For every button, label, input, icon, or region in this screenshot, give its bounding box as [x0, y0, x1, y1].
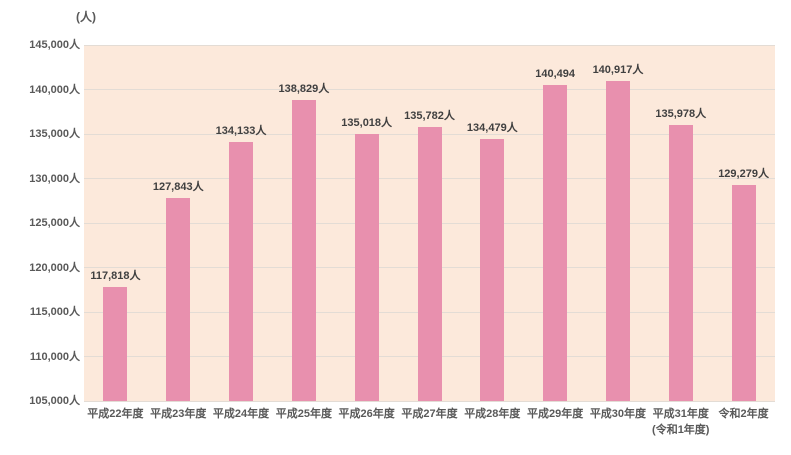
bar-value-label: 127,843人 [152, 180, 204, 193]
y-tick-label: 115,000人 [29, 306, 80, 318]
y-tick-label: 145,000人 [29, 39, 80, 51]
bar [731, 184, 756, 401]
y-tick-label: 110,000人 [29, 350, 80, 363]
bar [103, 286, 128, 401]
y-tick-label: 120,000人 [29, 261, 80, 274]
x-tick-label: 令和2年度 [718, 408, 769, 420]
x-tick-label: 平成30年度 [589, 408, 647, 420]
bar [543, 85, 568, 401]
y-tick-label: 125,000人 [29, 217, 80, 229]
bar-value-label: 134,133人 [215, 124, 267, 137]
bar-value-label: 135,978人 [655, 108, 707, 121]
gridline [84, 400, 775, 402]
y-tick-label: 135,000人 [29, 128, 80, 140]
x-tick-label: 平成23年度 [150, 408, 207, 420]
x-tick-label: 平成22年度 [87, 408, 144, 420]
bar [229, 141, 254, 401]
bar [354, 133, 379, 401]
gridline [84, 44, 775, 46]
y-tick-label: 105,000人 [29, 395, 80, 407]
x-tick-label: 平成27年度 [401, 408, 458, 420]
bar-value-label: 135,782人 [404, 110, 455, 123]
bar [166, 197, 191, 401]
y-tick-label: 130,000人 [29, 172, 80, 185]
x-tick-label: 平成28年度 [464, 408, 521, 420]
x-tick-label: 平成31年度 (令和1年度) [652, 408, 710, 436]
bar-value-label: 134,479人 [466, 121, 518, 134]
bar [668, 125, 693, 401]
gridline [84, 89, 775, 90]
bar-value-label: 129,279人 [718, 167, 769, 180]
bar-value-label: 138,829人 [278, 82, 330, 95]
x-tick-label: 平成25年度 [275, 408, 332, 420]
bar [417, 127, 442, 401]
x-tick-label: 平成26年度 [338, 408, 395, 420]
x-tick-label: 平成24年度 [212, 408, 270, 420]
bar [291, 99, 316, 401]
y-tick-label: 140,000人 [29, 83, 80, 96]
x-tick-label: 平成29年度 [527, 408, 584, 420]
bar [480, 138, 505, 401]
y-axis-unit-label: (人) [76, 10, 96, 24]
bar-value-label: 135,018人 [341, 116, 393, 129]
bar [605, 81, 630, 401]
bar-value-label: 117,818人 [90, 269, 141, 282]
bar-value-label: 140,917人 [592, 64, 644, 77]
bar-value-label: 140,494 [535, 68, 575, 81]
